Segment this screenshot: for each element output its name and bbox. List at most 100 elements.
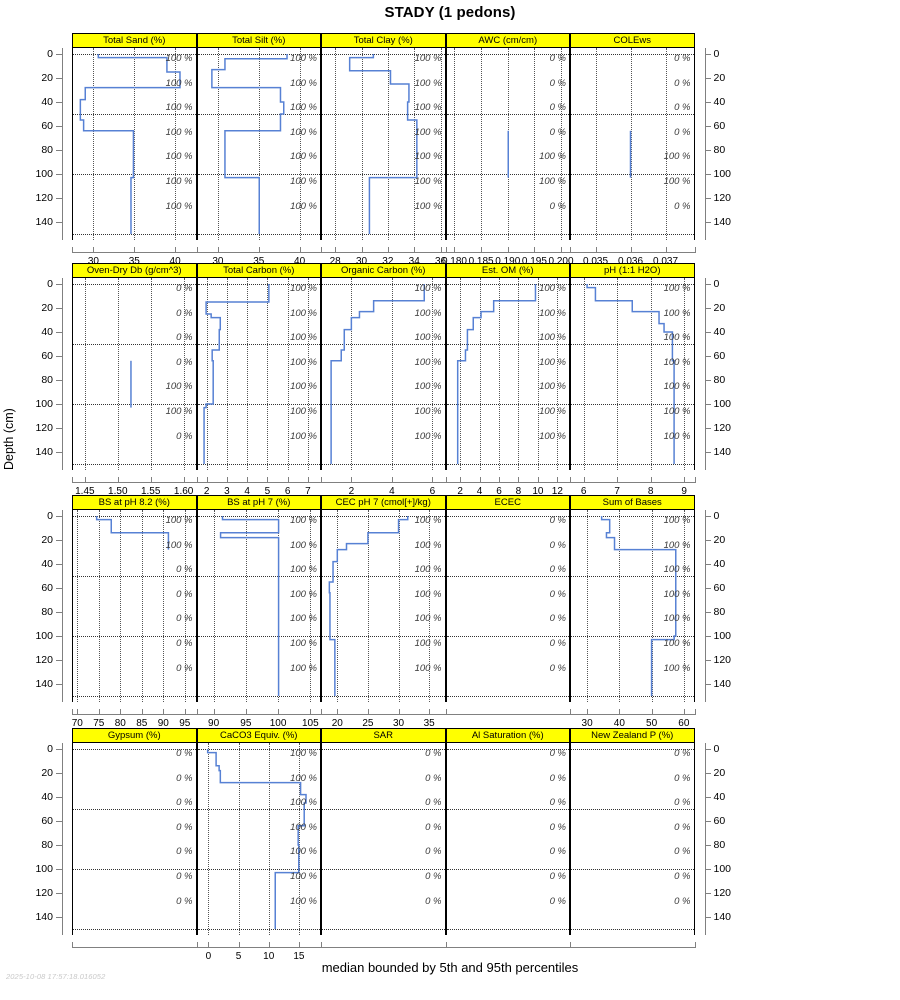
percent-label: 0 %	[674, 53, 691, 64]
x-axis-tick-label: 35	[253, 256, 265, 267]
percent-label: 100 %	[663, 307, 691, 319]
percent-label: 0 %	[176, 871, 193, 882]
panel-plot-area: 0 % 0 % 0 % 0 % 100 % 100 % 0 %	[570, 48, 695, 240]
x-axis-tick-label: 30	[581, 718, 593, 729]
panel-strip-label: Al Saturation (%)	[445, 728, 570, 743]
horizontal-gridline	[322, 636, 445, 637]
vertical-gridline	[429, 510, 431, 702]
x-axis-tick	[387, 247, 389, 252]
depth-axis-tick	[704, 845, 711, 846]
x-axis-tick	[183, 477, 185, 482]
panel-ph-1-1-h2o: pH (1:1 H2O) 100 % 100 % 100 % 100 % 100 % 100…	[570, 263, 695, 470]
x-axis-tick	[429, 709, 431, 714]
percent-label: 100 %	[414, 283, 442, 294]
vertical-gridline	[208, 743, 210, 935]
panel-organic-carbon: Organic Carbon (%) 100 % 100 % 100 % 100 % 10…	[321, 263, 446, 470]
depth-axis-tick	[704, 222, 711, 223]
depth-axis-tick-label: 120	[713, 887, 732, 899]
panel-plot-area: 0 % 0 % 0 % 0 % 0 % 0 % 0 %	[445, 743, 570, 935]
x-axis-boundary-tick	[196, 942, 198, 948]
x-axis-tick-label: 30	[87, 256, 99, 267]
x-axis-tick	[683, 709, 685, 714]
percent-label: 0 %	[176, 283, 193, 294]
x-axis-tick	[141, 709, 143, 714]
median-step-line	[586, 284, 675, 464]
percent-label: 0 %	[176, 307, 193, 319]
depth-axis-tick	[56, 917, 62, 918]
x-axis-tick-label: 80	[114, 718, 126, 729]
depth-axis-tick	[704, 869, 711, 870]
percent-label: 0 %	[674, 748, 691, 759]
panel-plot-area: 0 % 0 % 0 % 0 % 0 % 0 % 0 %	[445, 510, 570, 702]
panel-strip-label: Total Carbon (%)	[196, 263, 321, 278]
vertical-gridline	[163, 510, 165, 702]
x-axis-tick-label: 0.035	[582, 256, 609, 267]
vertical-gridline	[583, 278, 585, 470]
horizontal-gridline	[197, 929, 320, 930]
depth-axis-tick	[56, 612, 62, 613]
percent-label: 100 %	[414, 638, 442, 649]
percent-label: 0 %	[425, 846, 442, 858]
depth-axis-tick	[704, 797, 711, 798]
horizontal-gridline	[571, 516, 694, 517]
x-axis-tick-label: 34	[408, 256, 420, 267]
depth-axis-tick-label: 60	[713, 815, 726, 827]
x-axis-line	[196, 252, 321, 253]
percent-label: 100 %	[290, 748, 317, 759]
x-axis-tick-label: 8	[647, 486, 654, 497]
percent-label: 100 %	[290, 613, 317, 625]
percent-label: 0 %	[176, 895, 193, 907]
x-axis-line	[72, 947, 197, 948]
percent-label: 100 %	[165, 77, 193, 89]
x-axis-tick	[507, 247, 509, 252]
percent-label: 0 %	[674, 102, 691, 114]
x-axis-line	[445, 947, 570, 948]
panel-strip-label: Oven-Dry Db (g/cm^3)	[72, 263, 197, 278]
horizontal-gridline	[446, 809, 569, 810]
horizontal-gridline	[73, 114, 196, 115]
x-axis-boundary-tick	[321, 709, 322, 715]
depth-axis-tick-label: 40	[41, 96, 53, 108]
panel-gypsum: Gypsum (%) 0 % 0 % 0 % 0 % 0 % 0 % 0 %	[72, 728, 197, 935]
depth-axis-tick-label: 100	[35, 168, 53, 180]
depth-axis-tick	[56, 452, 62, 453]
x-axis-tick	[163, 709, 165, 714]
x-axis-tick-label: 5	[264, 486, 271, 497]
horizontal-gridline	[446, 929, 569, 930]
x-axis-tick-label: 10	[532, 486, 544, 497]
x-axis-line	[196, 482, 321, 483]
panel-plot-area: 0 % 0 % 0 % 0 % 0 % 0 % 0 %	[570, 743, 695, 935]
x-axis-tick	[84, 477, 86, 482]
depth-axis-tick-label: 0	[47, 48, 53, 60]
panel-plot-area: 100 % 100 % 100 % 100 % 100 % 100 % 100 %	[196, 278, 321, 470]
panel-colews: COLEws 0 % 0 % 0 % 0 % 100 % 100 % 0 %	[570, 33, 695, 240]
x-axis-tick-label: 85	[136, 718, 148, 729]
panel-strip-label: Total Sand (%)	[72, 33, 197, 48]
x-axis-tick	[245, 709, 247, 714]
vertical-gridline	[561, 48, 562, 240]
percent-label: 100 %	[165, 126, 193, 138]
horizontal-gridline	[446, 54, 569, 55]
median-step-line	[348, 54, 418, 234]
x-axis-tick	[518, 477, 520, 482]
depth-axis-tick	[56, 380, 62, 381]
percent-label: 100 %	[290, 515, 317, 526]
depth-axis-tick	[56, 174, 62, 175]
vertical-gridline	[665, 48, 667, 240]
panel-sum-of-bases: Sum of Bases 100 % 100 % 100 % 100 % 100 % 100…	[570, 495, 695, 702]
depth-axis-tick	[56, 308, 62, 309]
horizontal-gridline	[73, 54, 196, 55]
x-axis-boundary-tick	[72, 247, 73, 253]
horizontal-gridline	[197, 174, 320, 175]
percent-label: 0 %	[176, 588, 193, 600]
depth-axis-left	[62, 743, 63, 935]
x-axis-tick	[184, 709, 186, 714]
x-axis-tick-label: 50	[646, 718, 658, 729]
percent-label: 0 %	[176, 846, 193, 858]
panel-total-sand: Total Sand (%) 100 % 100 % 100 % 100 % 100 % 1…	[72, 33, 197, 240]
timestamp: 2025-10-08 17:57:18.016052	[6, 972, 106, 981]
vertical-gridline	[651, 510, 653, 702]
percent-label: 100 %	[165, 151, 193, 163]
percent-label: 100 %	[290, 638, 317, 649]
vertical-gridline	[77, 510, 79, 702]
